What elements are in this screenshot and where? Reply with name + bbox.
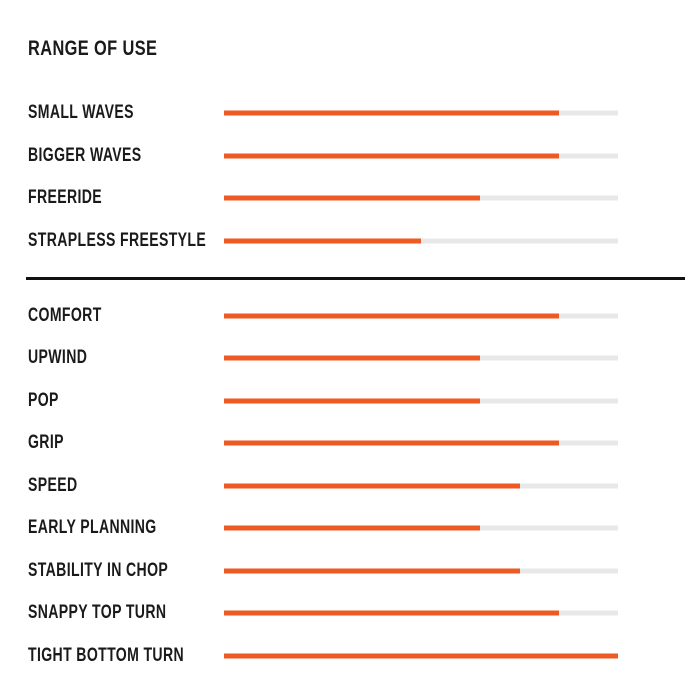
rating-bar-track (224, 568, 618, 574)
rating-bar-fill (224, 440, 559, 446)
section-divider (26, 276, 685, 280)
rating-label: TIGHT BOTTOM TURN (28, 644, 184, 666)
rating-bar-track (224, 195, 618, 201)
rating-bar-track (224, 653, 618, 659)
rating-bar-fill (224, 398, 481, 404)
rating-label: FREERIDE (28, 187, 103, 209)
rating-bar-track (224, 110, 618, 116)
rating-bar-track (224, 483, 618, 489)
rating-row: FREERIDE (0, 177, 700, 220)
rating-bar-fill (224, 313, 559, 319)
rating-label: POP (28, 389, 59, 411)
rating-row: BIGGER WAVES (0, 135, 700, 178)
rating-label: STRAPLESS FREESTYLE (28, 229, 207, 251)
section-characteristics: COMFORT UPWIND POP GRIP SPEED EARLY PLAN… (0, 295, 700, 678)
rating-label: BIGGER WAVES (28, 144, 142, 166)
rating-row: SPEED (0, 465, 700, 508)
rating-bar-fill (224, 653, 618, 659)
rating-label: COMFORT (28, 304, 102, 326)
rating-bar-track (224, 440, 618, 446)
rating-bar-fill (224, 568, 520, 574)
rating-row: EARLY PLANNING (0, 507, 700, 550)
rating-bar-track (224, 238, 618, 244)
rating-label: SNAPPY TOP TURN (28, 602, 167, 624)
rating-label: UPWIND (28, 347, 88, 369)
rating-row: COMFORT (0, 295, 700, 338)
rating-row: STABILITY IN CHOP (0, 550, 700, 593)
rating-bar-track (224, 355, 618, 361)
rating-bar-fill (224, 238, 421, 244)
rating-bar-fill (224, 483, 520, 489)
rating-bar-fill (224, 110, 559, 116)
rating-label: GRIP (28, 432, 64, 454)
chart-title: RANGE OF USE (28, 37, 158, 60)
rating-row: POP (0, 380, 700, 423)
rating-bar-fill (224, 355, 481, 361)
rating-label: EARLY PLANNING (28, 517, 157, 539)
rating-row: TIGHT BOTTOM TURN (0, 635, 700, 678)
rating-label: SPEED (28, 474, 78, 496)
rating-bar-fill (224, 153, 559, 159)
rating-bar-track (224, 313, 618, 319)
rating-bar-fill (224, 610, 559, 616)
rating-bar-fill (224, 195, 481, 201)
rating-label: SMALL WAVES (28, 102, 134, 124)
rating-bar-fill (224, 525, 481, 531)
rating-label: STABILITY IN CHOP (28, 559, 169, 581)
rating-row: GRIP (0, 422, 700, 465)
rating-row: SNAPPY TOP TURN (0, 592, 700, 635)
rating-bar-track (224, 525, 618, 531)
rating-row: STRAPLESS FREESTYLE (0, 220, 700, 263)
rating-bar-track (224, 398, 618, 404)
rating-bar-track (224, 153, 618, 159)
section-range-of-use: SMALL WAVES BIGGER WAVES FREERIDE STRAPL… (0, 92, 700, 262)
rating-bar-track (224, 610, 618, 616)
rating-row: UPWIND (0, 337, 700, 380)
rating-row: SMALL WAVES (0, 92, 700, 135)
